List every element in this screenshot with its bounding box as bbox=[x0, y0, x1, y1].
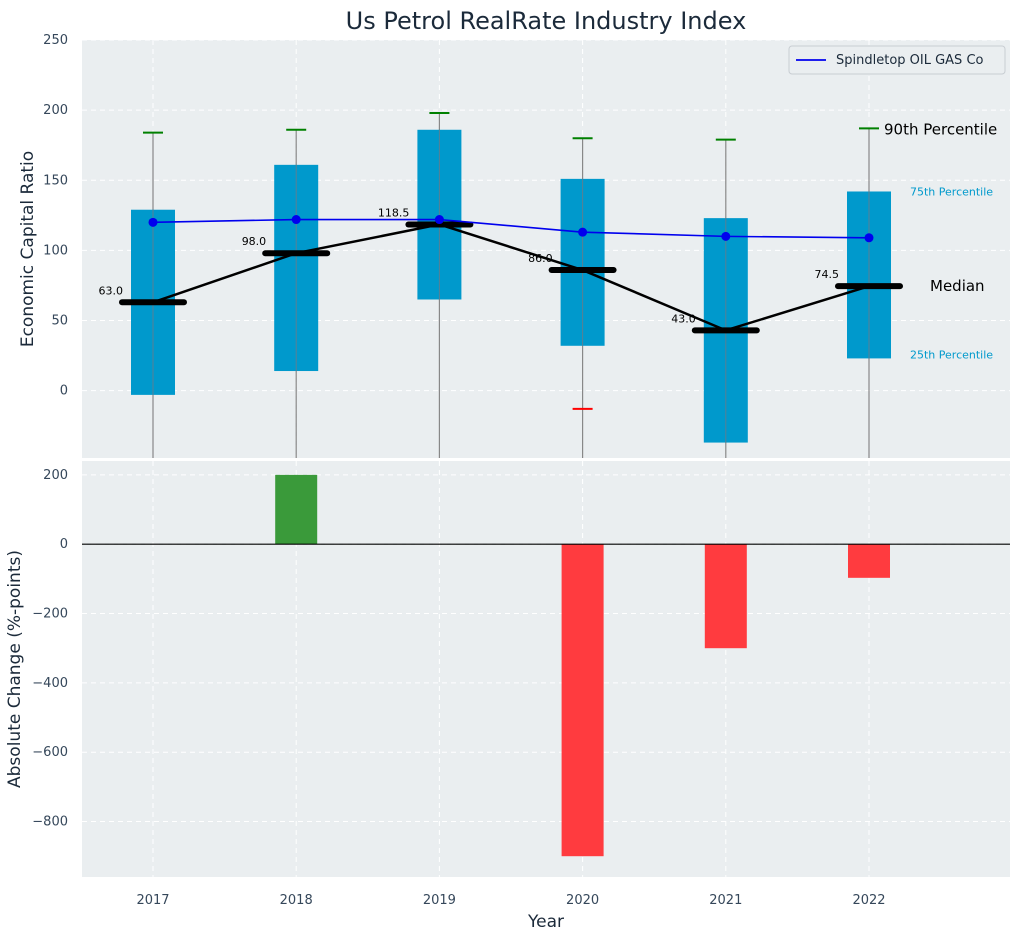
series-point bbox=[291, 215, 301, 225]
y-tick-label: 50 bbox=[51, 314, 68, 329]
median-label: 118.5 bbox=[378, 206, 410, 219]
y-tick-label: 200 bbox=[43, 468, 68, 483]
x-tick-label: 2022 bbox=[852, 893, 885, 908]
y-tick-label: −200 bbox=[32, 607, 68, 622]
chart-title: Us Petrol RealRate Industry Index bbox=[346, 7, 747, 35]
y-axis-label: Absolute Change (%-points) bbox=[5, 550, 25, 788]
y-axis-label: Economic Capital Ratio bbox=[18, 151, 38, 347]
annotation-median: Median bbox=[930, 277, 985, 295]
median-label: 63.0 bbox=[99, 284, 124, 297]
median-label: 43.0 bbox=[671, 312, 696, 325]
series-point bbox=[434, 215, 444, 225]
x-tick-label: 2019 bbox=[423, 893, 456, 908]
annotation-p75: 75th Percentile bbox=[910, 185, 993, 198]
plot-area-bottom bbox=[82, 461, 1010, 877]
series-point bbox=[721, 231, 731, 241]
legend-box bbox=[788, 45, 1006, 75]
y-tick-label: 0 bbox=[60, 384, 68, 399]
y-tick-label: 250 bbox=[43, 33, 68, 48]
y-tick-label: 150 bbox=[43, 173, 68, 188]
legend-label: Spindletop OIL GAS Co bbox=[836, 53, 984, 68]
median-label: 98.0 bbox=[242, 235, 267, 248]
y-tick-label: −800 bbox=[32, 815, 68, 830]
series-point bbox=[578, 227, 588, 237]
bar-2020 bbox=[561, 544, 604, 857]
bar-2022 bbox=[848, 544, 890, 578]
x-tick-label: 2020 bbox=[566, 893, 599, 908]
x-tick-label: 2021 bbox=[709, 893, 742, 908]
y-tick-label: −400 bbox=[32, 676, 68, 691]
bar-2021 bbox=[704, 544, 747, 649]
x-axis-label: Year bbox=[527, 912, 564, 932]
x-tick-label: 2017 bbox=[136, 893, 169, 908]
annotation-p25: 25th Percentile bbox=[910, 348, 993, 361]
median-label: 86.0 bbox=[528, 252, 553, 265]
series-point bbox=[148, 217, 158, 227]
bar-2018 bbox=[275, 474, 318, 545]
y-tick-label: 100 bbox=[43, 243, 68, 258]
y-tick-label: 0 bbox=[60, 537, 68, 552]
bottom-panel: 200 0 −200 −400 −600 −800 Absolute Change (%-p… bbox=[5, 461, 1010, 932]
y-tick-label: −600 bbox=[32, 745, 68, 760]
median-line bbox=[152, 223, 870, 332]
legend: Spindletop OIL GAS Co bbox=[788, 45, 1006, 75]
x-tick-label: 2018 bbox=[280, 893, 313, 908]
series-line bbox=[152, 218, 870, 239]
series-point bbox=[864, 233, 874, 243]
y-tick-label: 200 bbox=[43, 103, 68, 118]
annotation-p90: 90th Percentile bbox=[884, 120, 997, 138]
median-label: 74.5 bbox=[815, 268, 840, 281]
top-panel: 0 50 100 150 200 250 Economic Capital Ratio 63.… bbox=[18, 33, 1010, 458]
